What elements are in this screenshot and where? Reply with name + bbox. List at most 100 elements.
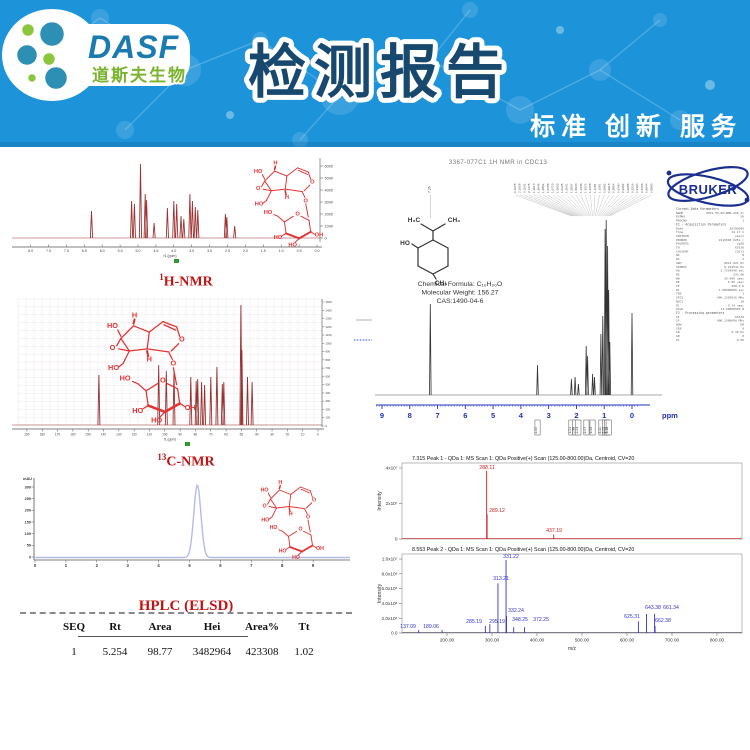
cnmr-x-tick-label: 120 <box>131 433 137 437</box>
molecular-weight: Molecular Weight: 156.27 <box>422 290 499 297</box>
ms-y-axis-label: Intensity <box>377 491 383 511</box>
atom-label: H <box>132 310 137 319</box>
peak-ppm-label: 0.9224 <box>631 183 635 193</box>
ms-plot-box <box>401 553 743 634</box>
table-cell: 5.254 <box>102 646 128 658</box>
atom-label: O <box>171 359 177 368</box>
ms-peak-label: 643.38 <box>645 605 661 611</box>
cnmr-x-tick-label: 130 <box>116 433 122 437</box>
param-name: FIDRES <box>676 265 687 269</box>
hnmr-label-sup: 1 <box>159 272 164 282</box>
param-value: 2.7224648 sec <box>721 269 745 273</box>
hnmr-x-tick-label: 5.5 <box>118 249 123 253</box>
param-value: 2 <box>742 257 744 261</box>
param-section: F2 - Processing parameters <box>676 311 725 315</box>
hnmr-x-tick-label: 5.0 <box>136 249 141 253</box>
hplc-y-tick-label: 300 <box>25 485 31 489</box>
bruker-nmr-panel: 3367-077C1 1H NMR in CDC13 BRUKER Current … <box>375 159 750 436</box>
bruker-x-tick-label: 3 <box>547 411 551 420</box>
integral-value: 1.00 <box>534 427 538 434</box>
cnmr-x-tick-label: 90 <box>178 433 182 437</box>
hplc-y-tick-label: 200 <box>25 509 31 513</box>
param-name: DE <box>676 280 680 284</box>
ms-peak-label: 285.19 <box>466 619 482 625</box>
param-value: 56.400 usec <box>724 276 744 280</box>
cnmr-x-tick-label: 150 <box>86 433 92 437</box>
integral-box <box>575 419 582 436</box>
cnmr-y-tick-label: 1400 <box>326 308 333 312</box>
atom-label: H <box>278 480 282 486</box>
peak-ppm-label: 0.9352 <box>621 183 625 193</box>
ms-x-tick-label: 300.00 <box>485 638 500 643</box>
param-name: SFO1 <box>676 296 683 300</box>
atom-label: H <box>289 512 293 518</box>
ms-x-tick-label: 800.00 <box>710 638 725 643</box>
hnmr-x-tick-label: 2.5 <box>225 249 230 253</box>
param-value: 8 <box>742 253 744 257</box>
param-section: F2 - Acquisition Parameters <box>676 222 726 226</box>
peak-ppm-label: 1.5933 <box>574 183 578 193</box>
green-marker <box>185 442 190 446</box>
hnmr-x-tick-label: 2.0 <box>243 249 248 253</box>
hplc-y-axis-unit: mAU <box>23 477 32 481</box>
header-tagline: 标准 创新 服务 <box>530 112 742 141</box>
atom-label: O <box>310 179 315 185</box>
table-top-rule <box>20 612 352 614</box>
bruker-x-tick-label: 9 <box>380 411 384 420</box>
atom-label: O <box>298 527 302 533</box>
bruker-x-axis-unit: ppm <box>662 411 678 420</box>
param-name: D1 <box>676 288 680 292</box>
table-header: Rt <box>109 621 121 633</box>
param-value: 6.50 usec <box>728 280 744 284</box>
integral-value: 0.98 <box>572 427 576 434</box>
atom-label: O <box>262 503 266 509</box>
hnmr-x-tick-label: 7.0 <box>64 249 69 253</box>
ms-y-tick-label: 2.0x10⁶ <box>381 616 397 621</box>
cnmr-x-tick-label: 10 <box>301 433 305 437</box>
ms-peak-label: 288.11 <box>479 465 495 471</box>
ms-y-tick-label: 0.0 <box>391 631 398 636</box>
chemical-formula: Chemical Formula: C₁₀H₂₀O <box>418 281 503 288</box>
atom-label: O <box>110 343 116 352</box>
green-marker <box>174 259 179 263</box>
param-value: 0.50 <box>737 338 744 342</box>
integral-value: 2.07 <box>583 427 587 434</box>
param-value: EM <box>740 323 744 327</box>
ms-peak-label: 437.19 <box>546 528 562 534</box>
ms-peak-label: 295.19 <box>489 619 505 625</box>
hnmr-y-tick-label: 3000 <box>325 200 333 204</box>
hnmr-x-tick-label: 0.5 <box>297 249 302 253</box>
molecule-pattern <box>39 9 681 141</box>
bruker-x-tick-label: 7 <box>435 411 439 420</box>
param-name: NS <box>676 253 680 257</box>
dasf-logo: DASF 道斯夫生物 <box>2 9 190 101</box>
atom-label: O <box>256 186 261 192</box>
atom-label: CH₃ <box>435 280 447 287</box>
param-value: 65536 <box>735 246 744 250</box>
peak-ppm-label: 0.8644 <box>645 183 649 193</box>
param-section: Current Data Parameters <box>676 207 719 211</box>
peak-ppm-label: 0.8580 <box>649 183 653 193</box>
integral-value: 3.20 <box>603 427 607 434</box>
hnmr-x-tick-label: 0.0 <box>315 249 320 253</box>
cnmr-x-tick-label: 40 <box>255 433 259 437</box>
atom-label: HO <box>120 373 131 382</box>
integral-value: 1.02 <box>589 427 593 434</box>
peak-ppm-label: 1.6723 <box>551 183 555 193</box>
param-name: PULPROG <box>676 242 689 246</box>
ms-peak-label: 331.22 <box>503 554 519 560</box>
param-name: PROBHD <box>676 238 687 242</box>
cnmr-panel: 1500140013001200110010009008007006005004… <box>12 298 372 446</box>
param-value: CDCl3 <box>735 249 744 253</box>
logo-molecule-icon <box>14 19 70 92</box>
param-name: SF <box>676 319 680 323</box>
hplc-x-tick-label: 0 <box>34 563 37 568</box>
param-name: SSB <box>676 326 682 330</box>
hnmr-trace <box>89 163 237 239</box>
table-header: Hei <box>203 621 221 633</box>
param-value: 1.00000000 sec <box>719 288 744 292</box>
param-name: P1 <box>676 303 680 307</box>
cnmr-y-tick-label: 500 <box>326 383 331 387</box>
